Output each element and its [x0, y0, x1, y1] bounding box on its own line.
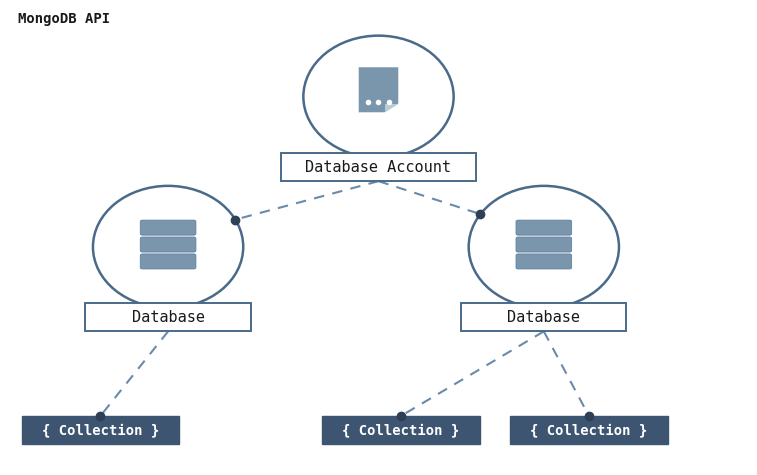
FancyBboxPatch shape	[140, 220, 196, 235]
FancyBboxPatch shape	[140, 237, 196, 252]
FancyBboxPatch shape	[516, 237, 572, 252]
Polygon shape	[385, 104, 398, 112]
Text: { Collection }: { Collection }	[531, 423, 647, 437]
Text: MongoDB API: MongoDB API	[18, 12, 110, 26]
Ellipse shape	[93, 186, 243, 308]
FancyBboxPatch shape	[510, 416, 668, 444]
FancyBboxPatch shape	[516, 220, 572, 235]
FancyBboxPatch shape	[21, 416, 179, 444]
Ellipse shape	[304, 36, 453, 158]
Text: Database: Database	[507, 310, 581, 325]
FancyBboxPatch shape	[140, 254, 196, 269]
FancyBboxPatch shape	[281, 153, 476, 181]
FancyBboxPatch shape	[322, 416, 480, 444]
Polygon shape	[359, 67, 398, 112]
Text: Database Account: Database Account	[306, 160, 451, 175]
FancyBboxPatch shape	[516, 254, 572, 269]
FancyBboxPatch shape	[461, 303, 627, 332]
Text: { Collection }: { Collection }	[342, 423, 459, 437]
Ellipse shape	[469, 186, 619, 308]
FancyBboxPatch shape	[86, 303, 251, 332]
Text: { Collection }: { Collection }	[42, 423, 159, 437]
Text: Database: Database	[132, 310, 204, 325]
